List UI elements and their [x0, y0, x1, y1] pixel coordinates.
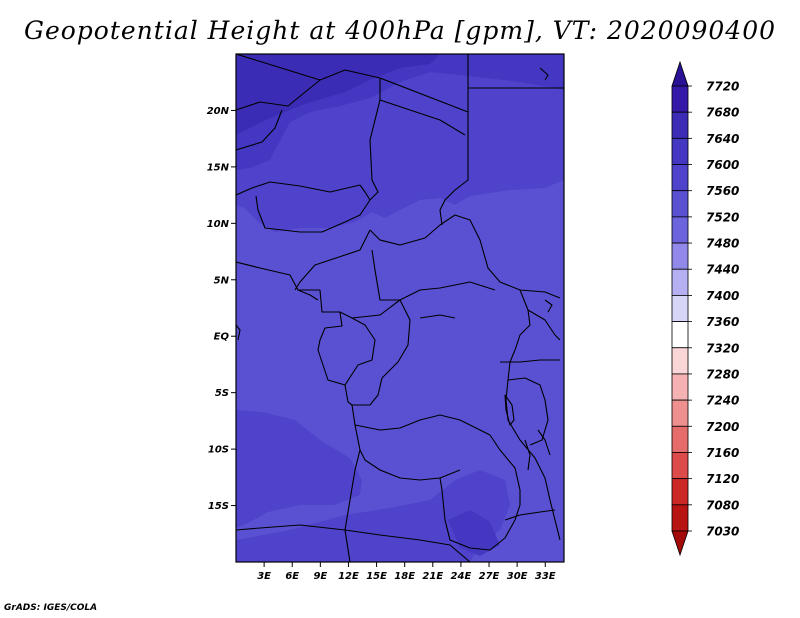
lon-tick-label: 24E	[451, 571, 472, 582]
lat-tick-label: 20N	[207, 106, 230, 117]
colorbar-label: 7360	[706, 315, 739, 329]
colorbar-label: 7120	[706, 472, 739, 486]
map-area	[236, 54, 564, 562]
colorbar-segment	[671, 321, 689, 349]
colorbar-bottom-triangle	[671, 530, 689, 557]
colorbar-segment	[671, 425, 689, 453]
colorbar-label: 7160	[706, 446, 739, 460]
lon-tick-label: 3E	[257, 571, 271, 582]
lon-tick-label: 6E	[285, 571, 299, 582]
lon-tick-label: 21E	[422, 571, 443, 582]
colorbar: 7720 7680 7640 7600 7560 7520 7480 7440 7400 7360…	[671, 60, 739, 557]
colorbar-label: 7080	[706, 498, 739, 512]
colorbar-segment	[671, 111, 689, 139]
lat-tick-label: 10S	[208, 445, 229, 456]
colorbar-segment	[671, 504, 689, 532]
lon-tick-label: 30E	[507, 571, 528, 582]
colorbar-segment	[671, 137, 689, 165]
lat-tick-label: 5N	[214, 275, 230, 286]
colorbar-label: 7200	[706, 420, 739, 434]
colorbar-label: 7240	[706, 394, 739, 408]
colorbar-label: 7400	[706, 289, 739, 303]
colorbar-label: 7600	[706, 158, 739, 172]
colorbar-segment	[671, 373, 689, 401]
height-band-7600-south	[236, 470, 510, 562]
map-frame	[235, 53, 565, 563]
latitude-ticks: 20N 15N 10N 5N EQ 5S 10S 15S	[207, 106, 236, 512]
lon-tick-label: 27E	[479, 571, 500, 582]
colorbar-segment	[671, 399, 689, 427]
colorbar-label: 7520	[706, 210, 739, 224]
colorbar-segment	[671, 295, 689, 322]
credit-text: GrADS: IGES/COLA	[4, 603, 98, 613]
height-band-7600-southwest	[236, 410, 362, 528]
lon-tick-label: 18E	[394, 571, 415, 582]
colorbar-segment	[671, 164, 689, 192]
height-band-7680	[236, 54, 440, 135]
lat-tick-label: 5S	[215, 388, 229, 399]
longitude-ticks: 3E 6E 9E 12E 15E 18E 21E 24E 27E 30E 33E	[257, 562, 556, 582]
colorbar-label: 7680	[706, 106, 739, 120]
colorbar-segment	[671, 268, 689, 296]
colorbar-segment	[671, 452, 689, 480]
colorbar-label: 7560	[706, 184, 739, 198]
lat-tick-label: 15S	[208, 501, 229, 512]
lon-tick-label: 12E	[338, 571, 359, 582]
chart-title: Geopotential Height at 400hPa [gpm], VT:…	[23, 16, 777, 45]
lon-tick-label: 9E	[313, 571, 327, 582]
colorbar-label: 7640	[706, 132, 739, 146]
lat-tick-label: 10N	[207, 219, 230, 230]
colorbar-segment	[671, 478, 689, 506]
colorbar-segment	[671, 85, 689, 113]
colorbar-label: 7720	[706, 80, 739, 94]
colorbar-segment	[671, 347, 689, 375]
colorbar-label: 7320	[706, 341, 739, 355]
lat-tick-label: 15N	[207, 162, 230, 173]
colorbar-segment	[671, 242, 689, 270]
lon-tick-label: 15E	[366, 571, 387, 582]
colorbar-segment	[671, 190, 689, 218]
colorbar-top-triangle	[671, 60, 689, 87]
colorbar-label: 7280	[706, 367, 739, 381]
colorbar-label: 7030	[706, 525, 739, 539]
colorbar-segment	[671, 216, 689, 244]
lon-tick-label: 33E	[535, 571, 556, 582]
colorbar-label: 7440	[706, 263, 739, 277]
lat-tick-label: EQ	[214, 332, 230, 343]
country-borders	[236, 54, 564, 562]
colorbar-label: 7480	[706, 237, 739, 251]
